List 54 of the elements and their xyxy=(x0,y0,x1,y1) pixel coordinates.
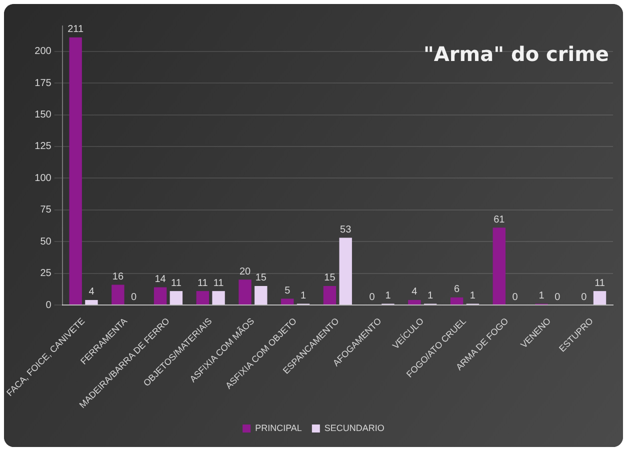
data-label: 11 xyxy=(197,278,208,289)
y-tick-label: 25 xyxy=(40,268,52,280)
bar xyxy=(85,300,98,305)
bar xyxy=(238,280,252,305)
bar xyxy=(339,238,352,305)
y-tick-label: 50 xyxy=(40,236,52,248)
data-label: 61 xyxy=(494,214,506,226)
y-tick-label: 75 xyxy=(40,204,52,216)
legend-label: SECUNDARIO xyxy=(324,422,384,433)
data-label: 11 xyxy=(170,278,182,289)
bar xyxy=(593,291,606,305)
data-label: 14 xyxy=(154,274,166,286)
bar xyxy=(212,291,225,305)
data-label: 4 xyxy=(412,286,418,298)
legend-label: PRINCIPAL xyxy=(255,422,302,433)
y-tick-label: 0 xyxy=(46,300,52,311)
bar xyxy=(450,297,464,305)
bar xyxy=(170,291,183,305)
y-tick-label: 125 xyxy=(34,141,52,152)
bar xyxy=(69,37,82,305)
data-label: 5 xyxy=(284,285,291,296)
data-label: 0 xyxy=(581,292,588,303)
data-label: 1 xyxy=(428,290,434,302)
data-label: 1 xyxy=(385,290,392,302)
data-label: 6 xyxy=(454,284,460,296)
bar xyxy=(154,287,167,305)
data-label: 15 xyxy=(255,272,267,284)
data-label: 16 xyxy=(112,271,124,282)
data-label: 0 xyxy=(512,292,518,303)
data-label: 11 xyxy=(594,278,606,289)
bar xyxy=(112,284,124,305)
data-label: 53 xyxy=(340,224,352,236)
data-label: 0 xyxy=(554,292,561,303)
data-label: 15 xyxy=(324,272,336,284)
bar xyxy=(281,298,294,305)
data-label: 20 xyxy=(239,266,252,278)
data-label: 1 xyxy=(470,290,476,302)
y-tick-label: 175 xyxy=(34,78,52,89)
data-label: 1 xyxy=(300,290,306,302)
bar xyxy=(254,286,268,305)
data-label: 0 xyxy=(131,292,138,303)
data-label: 211 xyxy=(68,24,84,36)
y-tick-label: 100 xyxy=(34,172,52,184)
y-tick-label: 150 xyxy=(34,110,52,121)
y-tick-label: 200 xyxy=(34,46,52,58)
data-label: 1 xyxy=(538,290,545,302)
text: "Arma" do crime xyxy=(424,42,609,66)
data-label: 4 xyxy=(88,286,95,298)
data-label: 0 xyxy=(369,292,376,303)
bar xyxy=(492,228,506,305)
data-label: 11 xyxy=(213,278,224,289)
bar xyxy=(408,300,421,305)
bar xyxy=(323,286,336,305)
bar xyxy=(196,291,210,305)
